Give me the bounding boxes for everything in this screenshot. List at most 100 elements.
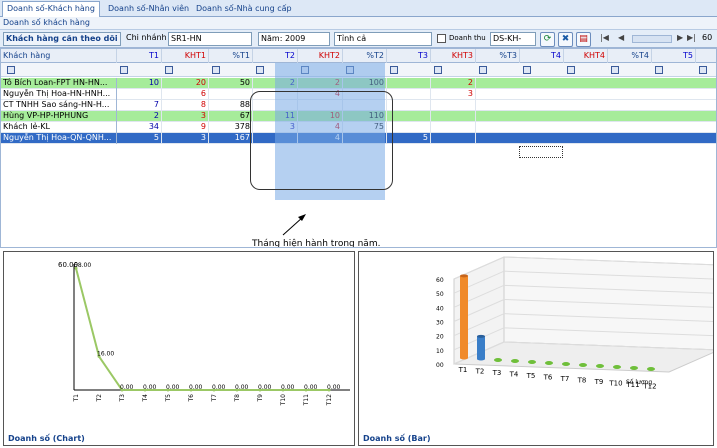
data-point bbox=[143, 388, 147, 392]
col-t1[interactable]: T1 bbox=[117, 49, 162, 63]
tick-label: T5 bbox=[165, 394, 172, 403]
cell-t1[interactable]: 5 bbox=[117, 133, 162, 144]
cell-t1[interactable] bbox=[117, 89, 162, 100]
cell-kht1[interactable]: 3 bbox=[162, 133, 209, 144]
col-pt1[interactable]: %T1 bbox=[209, 49, 253, 63]
cell-kht3[interactable] bbox=[431, 111, 476, 122]
x-tick-label: T5 bbox=[526, 372, 536, 380]
cell-kht3[interactable] bbox=[431, 100, 476, 111]
cell-name[interactable]: Tô Bích Loan-FPT HN-HN... bbox=[1, 78, 117, 89]
tab-doanh-so-nha-cung-cap[interactable]: Doanh số-Nhà cung cấp bbox=[196, 4, 292, 13]
filter-icon[interactable] bbox=[479, 66, 487, 74]
bar bbox=[511, 359, 519, 363]
cell-pt2[interactable] bbox=[343, 100, 387, 111]
cell-t3[interactable] bbox=[387, 100, 431, 111]
filter-icon[interactable] bbox=[434, 66, 442, 74]
cell-pt1[interactable]: 378 bbox=[209, 122, 253, 133]
filter-icon[interactable] bbox=[611, 66, 619, 74]
bar-chart: 60 50 40 30 20 10 00 T1 T2 T3 T4 T5 T6 T7 T8 T9 T10 T11 T1… bbox=[436, 256, 713, 391]
cell-kht1[interactable]: 6 bbox=[162, 89, 209, 100]
col-kht2[interactable]: KHT2 bbox=[298, 49, 343, 63]
tab-doanh-so-nhan-vien[interactable]: Doanh số-Nhân viên bbox=[108, 4, 190, 13]
print-icon[interactable]: ▤ bbox=[576, 32, 591, 47]
revenue-label: Doanh thu bbox=[449, 34, 486, 42]
filter-icon[interactable] bbox=[567, 66, 575, 74]
filter-icon[interactable] bbox=[165, 66, 173, 74]
cell-kht1[interactable]: 3 bbox=[162, 111, 209, 122]
col-pt2[interactable]: %T2 bbox=[343, 49, 387, 63]
filter-icon[interactable] bbox=[256, 66, 264, 74]
cell-name[interactable]: Hùng VP-HP-HPHUNG bbox=[1, 111, 117, 122]
filter-icon[interactable] bbox=[390, 66, 398, 74]
subtab-doanh-so-khach-hang[interactable]: Doanh số khách hàng bbox=[3, 18, 90, 27]
cell-t3[interactable] bbox=[387, 78, 431, 89]
cell-t1[interactable]: 7 bbox=[117, 100, 162, 111]
filter-icon[interactable] bbox=[699, 66, 707, 74]
bar-top bbox=[477, 334, 485, 338]
gridline bbox=[503, 284, 713, 294]
col-t5[interactable]: T5 bbox=[652, 49, 696, 63]
data-label: 0.00 bbox=[304, 384, 318, 391]
page-slider[interactable] bbox=[632, 35, 672, 43]
year-value: 2009 bbox=[284, 34, 306, 43]
col-t2[interactable]: T2 bbox=[253, 49, 298, 63]
cell-pt2[interactable] bbox=[343, 133, 387, 144]
cell-name[interactable]: CT TNHH Sao sáng-HN-H... bbox=[1, 100, 117, 111]
year-select[interactable]: Năm: 2009 bbox=[258, 32, 330, 46]
branch-select[interactable]: SR1-HN bbox=[168, 32, 252, 46]
cell-t3[interactable] bbox=[387, 89, 431, 100]
focused-cell[interactable] bbox=[519, 146, 563, 158]
col-t3[interactable]: T3 bbox=[387, 49, 431, 63]
x-tick-label: T9 bbox=[594, 378, 604, 386]
col-khach-hang[interactable]: Khách hàng bbox=[1, 49, 117, 63]
cell-name[interactable]: Khách lẻ-KL bbox=[1, 122, 117, 133]
tab-doanh-so-khach-hang[interactable]: Doanh số-Khách hàng bbox=[2, 1, 100, 17]
cell-kht1[interactable]: 9 bbox=[162, 122, 209, 133]
filter-icon[interactable] bbox=[523, 66, 531, 74]
col-t4[interactable]: T4 bbox=[520, 49, 564, 63]
first-page-icon[interactable]: |◀ bbox=[600, 33, 609, 42]
cell-t1[interactable]: 34 bbox=[117, 122, 162, 133]
cell-kht3[interactable]: 2 bbox=[431, 78, 476, 89]
cell-name[interactable]: Nguyễn Thị Hoa-HN-HNH... bbox=[1, 89, 117, 100]
toolbar: Khách hàng căn theo dõi ▾ Chi nhánh SR1-… bbox=[0, 30, 717, 48]
cell-t1[interactable]: 10 bbox=[117, 78, 162, 89]
filter-icon[interactable] bbox=[120, 66, 128, 74]
cell-t1[interactable]: 2 bbox=[117, 111, 162, 122]
col-pt4[interactable]: %T4 bbox=[608, 49, 652, 63]
y-tick-label: 20 bbox=[436, 334, 444, 341]
filter-icon[interactable] bbox=[7, 66, 15, 74]
cell-t3[interactable] bbox=[387, 122, 431, 133]
cell-t3[interactable]: 5 bbox=[387, 133, 431, 144]
gridline bbox=[503, 256, 713, 266]
cell-pt1[interactable]: 50 bbox=[209, 78, 253, 89]
cell-kht3[interactable] bbox=[431, 133, 476, 144]
cell-t3[interactable] bbox=[387, 111, 431, 122]
col-pt3[interactable]: %T3 bbox=[476, 49, 520, 63]
ds-select[interactable]: DS-KH- bbox=[490, 32, 536, 46]
cell-kht1[interactable]: 8 bbox=[162, 100, 209, 111]
export-excel-icon[interactable]: ✖ bbox=[558, 32, 573, 47]
col-kht3[interactable]: KHT3 bbox=[431, 49, 476, 63]
customer-group-dropdown[interactable]: Khách hàng căn theo dõi ▾ bbox=[3, 32, 121, 46]
col-kht4[interactable]: KHT4 bbox=[564, 49, 608, 63]
filter-icon[interactable] bbox=[212, 66, 220, 74]
col-kht1[interactable]: KHT1 bbox=[162, 49, 209, 63]
prev-page-icon[interactable]: ◀ bbox=[618, 33, 625, 42]
province-select[interactable]: Tỉnh cả bbox=[334, 32, 432, 46]
filter-icon[interactable] bbox=[655, 66, 663, 74]
cell-pt1[interactable]: 167 bbox=[209, 133, 253, 144]
cell-name[interactable]: Nguyễn Thị Hoa-QN-QNH... bbox=[1, 133, 117, 144]
cell-kht3[interactable] bbox=[431, 122, 476, 133]
cell-kht3[interactable]: 3 bbox=[431, 89, 476, 100]
last-page-icon[interactable]: ▶| bbox=[687, 33, 696, 42]
cell-pt1[interactable]: 88 bbox=[209, 100, 253, 111]
data-point bbox=[166, 388, 170, 392]
revenue-checkbox[interactable] bbox=[437, 34, 446, 43]
cell-kht1[interactable]: 20 bbox=[162, 78, 209, 89]
year-label: Năm bbox=[261, 34, 280, 43]
refresh-icon[interactable]: ⟳ bbox=[540, 32, 555, 47]
cell-pt1[interactable]: 67 bbox=[209, 111, 253, 122]
data-label: 0.00 bbox=[235, 384, 249, 391]
next-page-icon[interactable]: ▶ bbox=[677, 33, 684, 42]
